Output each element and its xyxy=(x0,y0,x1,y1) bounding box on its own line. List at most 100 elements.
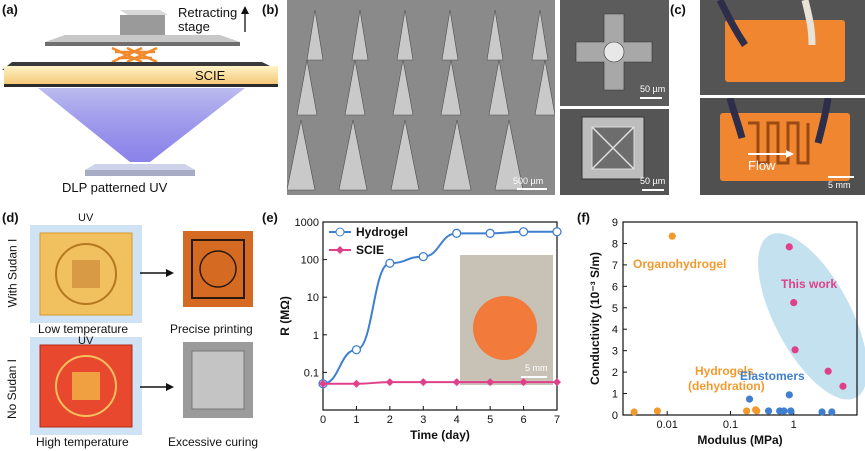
data-point xyxy=(791,346,799,354)
y-tick-label: 10 xyxy=(307,292,319,304)
data-point xyxy=(553,378,561,387)
data-point xyxy=(764,407,773,415)
annotation-hydrogels-sub: (dehydration) xyxy=(688,379,765,393)
stage-plate xyxy=(45,35,240,42)
uv-label-bottom: UV xyxy=(78,335,94,347)
x-tick-label: 1 xyxy=(353,414,359,426)
x-tick-label: 7 xyxy=(554,414,560,426)
data-point xyxy=(385,258,395,268)
y-tick-label: 4 xyxy=(612,324,618,336)
inset-sphere xyxy=(473,296,537,360)
x-tick-label: 2 xyxy=(387,414,393,426)
panel-label-c: (c) xyxy=(670,2,686,17)
panel-label-e: (e) xyxy=(262,210,278,225)
y-axis-label: R (MΩ) xyxy=(278,296,292,336)
annotation-this-work: This work xyxy=(781,277,837,291)
plot-frame xyxy=(322,221,558,411)
resin-vat xyxy=(4,66,278,84)
no-sudan-label: No Sudan I xyxy=(5,358,20,420)
legend-marker xyxy=(336,246,344,254)
y-tick-label: 9 xyxy=(612,217,618,229)
data-point xyxy=(745,395,754,403)
x-tick-label: 5 xyxy=(487,414,493,426)
y-tick-label: 1 xyxy=(612,389,618,401)
scale-bottom: 50 µm xyxy=(640,176,666,186)
scale-main: 500 µm xyxy=(513,176,544,186)
data-point xyxy=(519,378,528,387)
y-tick-label: 6 xyxy=(612,281,618,293)
data-point xyxy=(351,345,362,355)
data-point xyxy=(552,227,562,237)
panel-label-d: (d) xyxy=(2,210,19,225)
with-sudan-label: With Sudan I xyxy=(5,238,20,308)
y-tick-label: 0.1 xyxy=(304,367,319,379)
y-tick-label: 2 xyxy=(612,367,618,379)
resin-label: SCIE xyxy=(195,68,226,83)
data-point xyxy=(753,407,761,415)
panel-label-a: (a) xyxy=(2,2,18,17)
y-axis-label: Conductivity (10⁻³ S/m) xyxy=(588,252,602,385)
annotation-elastomers: Elastomers xyxy=(740,369,805,383)
sem-cross-needle: 50 µm xyxy=(560,0,669,106)
annotation-organohydrogel: Organohydrogel xyxy=(633,257,726,271)
annotation-hydrogels: Hydrogels xyxy=(695,364,754,378)
plot-frame xyxy=(622,221,858,416)
sem-microneedle-array: 500 µm xyxy=(287,0,555,195)
data-point xyxy=(780,407,788,415)
data-point xyxy=(419,378,428,387)
legend-marker xyxy=(335,227,345,237)
microneedle-array-image xyxy=(287,0,555,195)
x-tick-label: 0.01 xyxy=(657,419,678,431)
legend-label: Hydrogel xyxy=(356,225,408,239)
channel-photo-bottom: Flow 5 mm xyxy=(700,98,865,195)
data-point xyxy=(319,379,327,388)
data-point xyxy=(452,228,462,238)
high-temp-label: High temperature xyxy=(36,435,129,449)
y-tick-label: 5 xyxy=(612,303,618,315)
inset-photo xyxy=(460,255,553,385)
low-temp-label: Low temperature xyxy=(38,322,129,336)
x-tick-label: 6 xyxy=(521,414,527,426)
data-point xyxy=(668,232,676,240)
y-tick-label: 8 xyxy=(612,238,618,250)
data-point xyxy=(518,227,529,237)
y-tick-label: 7 xyxy=(612,260,618,272)
y-tick-label: 3 xyxy=(612,346,618,358)
data-point xyxy=(785,243,793,251)
data-point xyxy=(824,367,832,375)
uv-light-cone xyxy=(38,88,245,162)
printed-lattice xyxy=(111,46,158,64)
data-point xyxy=(452,378,461,387)
sem-square-needle: 50 µm xyxy=(560,109,669,195)
dlp-printer-schematic xyxy=(2,6,278,176)
sudan-comparison-diagram xyxy=(30,225,253,435)
data-point xyxy=(630,408,638,416)
scale-top: 50 µm xyxy=(640,84,666,94)
resistance-chart: 0 1 2 3 4 5 6 7 0.1 1 10 100 1000 Time (day) R (MΩ) Hyd… xyxy=(278,217,562,442)
flow-label: Flow xyxy=(748,158,776,173)
y-tick-label: 1 xyxy=(313,330,319,342)
data-point xyxy=(790,299,798,307)
panel-label-b: (b) xyxy=(262,2,279,17)
y-tick-label: 100 xyxy=(301,255,319,267)
highlight-region xyxy=(758,233,865,400)
x-tick-label: 1 xyxy=(791,419,797,431)
data-point xyxy=(653,407,662,415)
data-point xyxy=(785,391,793,399)
channel-photo-top xyxy=(700,0,865,95)
y-tick-label: 1000 xyxy=(295,217,319,229)
data-point xyxy=(828,408,836,416)
x-axis-label: Time (day) xyxy=(410,428,470,442)
x-tick-label: 4 xyxy=(454,414,460,426)
projector xyxy=(85,170,195,176)
data-point xyxy=(486,378,495,387)
x-tick-label: 3 xyxy=(420,414,426,426)
data-point xyxy=(818,408,826,416)
e-inset-scale: 5 mm xyxy=(525,363,548,373)
stage-block xyxy=(120,15,165,35)
y-tick-label: 0 xyxy=(612,410,618,422)
data-point xyxy=(385,378,394,387)
data-point xyxy=(418,251,428,262)
stage-label: Retracting stage xyxy=(178,5,238,34)
scale-c: 5 mm xyxy=(828,180,851,190)
